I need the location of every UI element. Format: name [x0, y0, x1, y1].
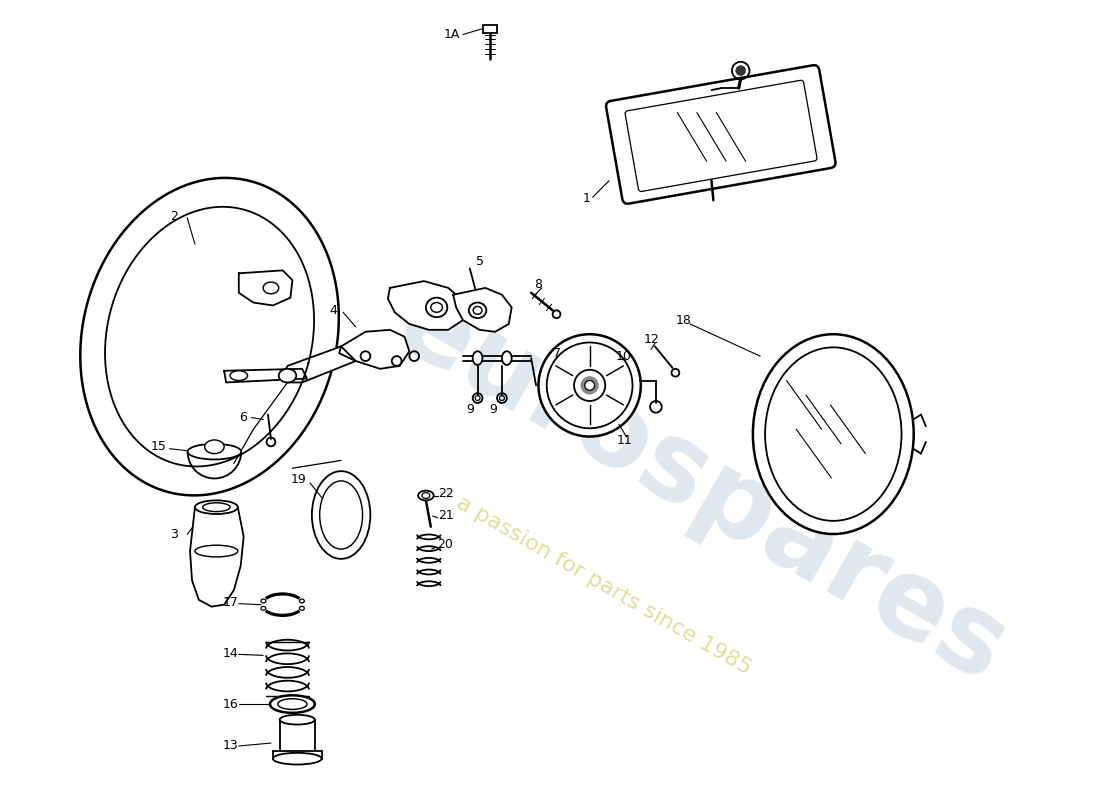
Text: 8: 8	[535, 278, 542, 291]
Polygon shape	[80, 178, 339, 495]
Ellipse shape	[736, 66, 746, 75]
Ellipse shape	[502, 351, 512, 365]
Text: 15: 15	[151, 440, 167, 454]
Text: 9: 9	[466, 403, 474, 416]
Ellipse shape	[278, 369, 296, 382]
FancyBboxPatch shape	[625, 80, 817, 191]
Polygon shape	[453, 288, 512, 332]
Text: 20: 20	[437, 538, 452, 550]
Text: 4: 4	[329, 304, 338, 317]
Ellipse shape	[205, 440, 224, 454]
Ellipse shape	[766, 347, 902, 521]
Text: 6: 6	[239, 411, 246, 424]
Ellipse shape	[270, 695, 315, 713]
Text: 17: 17	[222, 596, 238, 610]
Ellipse shape	[581, 377, 598, 394]
Polygon shape	[388, 281, 463, 330]
Ellipse shape	[261, 599, 266, 603]
Ellipse shape	[202, 503, 230, 511]
Ellipse shape	[261, 606, 266, 610]
Ellipse shape	[320, 481, 363, 549]
Text: 2: 2	[170, 210, 178, 223]
Ellipse shape	[263, 282, 278, 294]
Ellipse shape	[418, 490, 433, 500]
Ellipse shape	[574, 370, 605, 401]
Ellipse shape	[299, 606, 305, 610]
Ellipse shape	[473, 351, 483, 365]
Polygon shape	[239, 270, 293, 306]
Ellipse shape	[273, 753, 321, 765]
Text: 12: 12	[644, 333, 659, 346]
Ellipse shape	[278, 698, 307, 710]
Ellipse shape	[230, 370, 248, 381]
Text: 16: 16	[222, 698, 238, 710]
Text: 11: 11	[617, 434, 632, 447]
Ellipse shape	[195, 546, 238, 557]
Text: 3: 3	[170, 528, 178, 541]
Text: 9: 9	[490, 403, 497, 416]
Text: 21: 21	[439, 509, 454, 522]
Polygon shape	[339, 330, 409, 369]
Text: 19: 19	[290, 474, 306, 486]
Text: 10: 10	[616, 350, 631, 362]
Ellipse shape	[752, 334, 914, 534]
Polygon shape	[224, 369, 307, 382]
Ellipse shape	[188, 444, 241, 459]
Text: 18: 18	[675, 314, 691, 326]
Text: 5: 5	[475, 255, 484, 268]
Text: 22: 22	[439, 487, 454, 500]
Polygon shape	[104, 207, 315, 466]
Ellipse shape	[195, 500, 238, 514]
Text: eurospares: eurospares	[378, 270, 1025, 705]
Polygon shape	[283, 346, 355, 382]
Ellipse shape	[299, 599, 305, 603]
Ellipse shape	[539, 334, 641, 437]
Text: 13: 13	[222, 739, 238, 753]
Ellipse shape	[279, 714, 315, 725]
Bar	[483, 25, 497, 33]
Ellipse shape	[469, 302, 486, 318]
Polygon shape	[190, 507, 244, 606]
Text: 1: 1	[583, 192, 591, 205]
Text: 7: 7	[552, 346, 561, 360]
Ellipse shape	[282, 370, 294, 378]
Ellipse shape	[312, 471, 371, 559]
Text: 14: 14	[222, 647, 238, 660]
Text: a passion for parts since 1985: a passion for parts since 1985	[453, 492, 755, 678]
Ellipse shape	[585, 381, 594, 390]
Text: 1A: 1A	[443, 28, 460, 41]
FancyBboxPatch shape	[606, 65, 836, 204]
Ellipse shape	[426, 298, 448, 317]
Ellipse shape	[547, 342, 632, 428]
